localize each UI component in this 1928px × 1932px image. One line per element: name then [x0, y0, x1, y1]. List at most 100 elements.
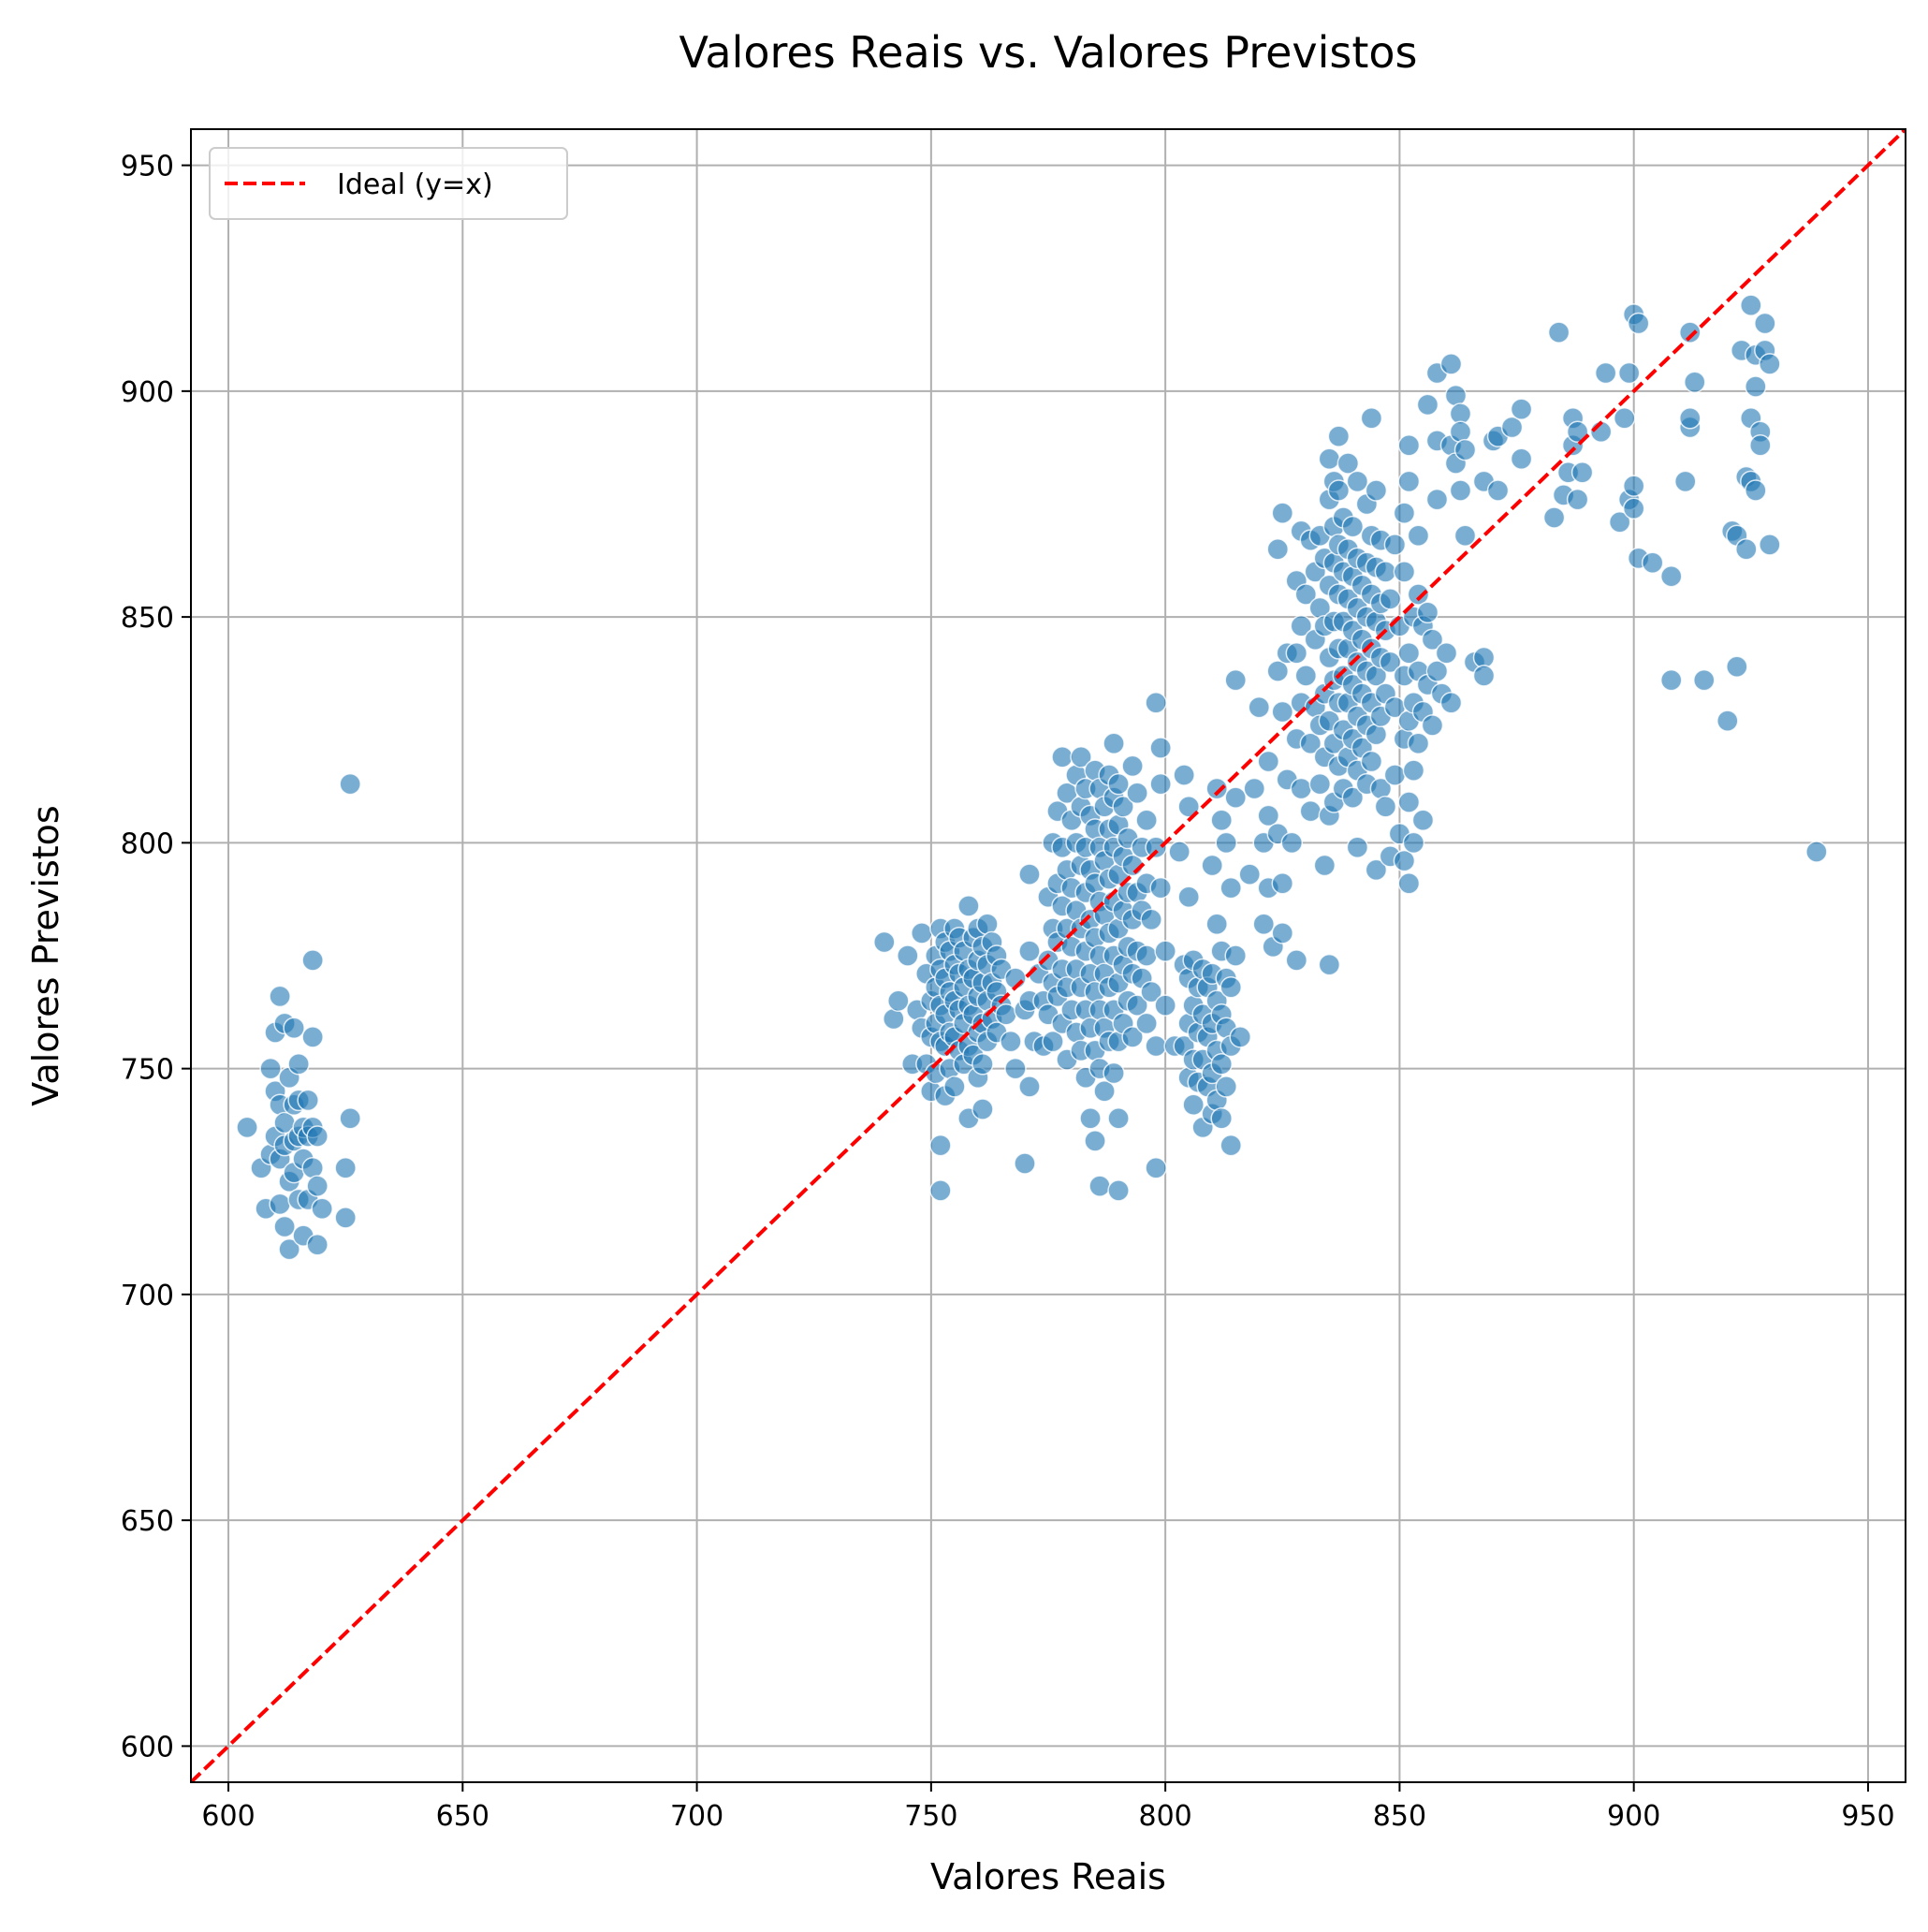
x-tick-label: 700 — [670, 1800, 723, 1833]
data-point — [1397, 434, 1421, 457]
data-point — [1103, 732, 1125, 754]
data-point — [1079, 1106, 1102, 1130]
data-point — [1018, 940, 1041, 962]
data-point — [1215, 1076, 1237, 1098]
data-point — [1154, 994, 1176, 1017]
data-point — [1257, 750, 1280, 773]
data-point — [1135, 1012, 1158, 1035]
data-point — [1726, 655, 1748, 678]
data-point — [1243, 777, 1265, 800]
data-point — [1290, 777, 1313, 800]
data-point — [1740, 294, 1762, 316]
data-point — [1248, 695, 1270, 719]
data-point — [1318, 953, 1341, 976]
data-point — [259, 1057, 282, 1080]
data-point — [1336, 452, 1360, 475]
data-point — [283, 1017, 305, 1039]
data-point — [1294, 665, 1318, 687]
data-point — [929, 1179, 952, 1202]
data-point — [1224, 668, 1247, 692]
data-point — [1266, 537, 1290, 561]
legend: Ideal (y=x) — [209, 147, 568, 220]
data-point — [957, 895, 980, 917]
data-point — [1107, 1179, 1130, 1202]
data-point — [1411, 809, 1435, 831]
data-point — [1684, 371, 1706, 393]
data-point — [1379, 651, 1402, 674]
data-point — [1201, 854, 1223, 877]
x-tick-label: 600 — [201, 1800, 255, 1833]
data-point — [1402, 831, 1425, 855]
data-point — [1397, 791, 1421, 813]
data-point — [1318, 447, 1341, 470]
data-point — [1365, 723, 1388, 746]
data-point — [1088, 1175, 1111, 1197]
data-point — [1547, 321, 1570, 344]
data-point — [1140, 980, 1162, 1003]
data-point — [1735, 537, 1758, 561]
x-tick-label: 750 — [904, 1800, 957, 1833]
data-point — [1393, 849, 1416, 872]
data-point — [1182, 1093, 1205, 1116]
data-point — [1439, 353, 1463, 375]
data-point — [1121, 1026, 1144, 1048]
data-point — [1257, 804, 1280, 827]
y-tick-label: 800 — [121, 827, 174, 860]
data-point — [301, 1157, 324, 1179]
data-point — [1608, 511, 1631, 534]
data-point — [1510, 398, 1533, 420]
data-point — [1416, 601, 1439, 624]
data-point — [1365, 479, 1388, 502]
data-point — [297, 1089, 319, 1112]
x-tick-label: 650 — [436, 1800, 489, 1833]
data-point — [971, 1098, 994, 1120]
data-point — [1449, 420, 1472, 444]
data-point — [976, 913, 999, 935]
data-point — [887, 989, 910, 1013]
data-point — [1145, 836, 1167, 858]
data-point — [1716, 710, 1739, 732]
data-point — [1149, 772, 1172, 796]
x-axis-label: Valores Reais — [930, 1856, 1166, 1897]
data-point — [943, 1076, 966, 1098]
data-point — [1421, 714, 1444, 737]
y-tick-label: 600 — [121, 1731, 174, 1764]
data-point — [1121, 754, 1144, 778]
data-point — [1299, 732, 1322, 754]
data-point — [1177, 886, 1200, 909]
data-point — [1290, 615, 1313, 637]
data-point — [1210, 1053, 1233, 1076]
data-point — [1168, 841, 1190, 863]
data-point — [339, 1106, 361, 1130]
data-point — [1678, 407, 1702, 430]
axis-ticks: 600 650 700 750 800 850 900 950 600 650 700 750 800 8… — [121, 151, 1895, 1833]
data-point — [1224, 786, 1247, 809]
data-point — [1745, 479, 1767, 502]
data-point — [1154, 940, 1176, 962]
data-point — [1224, 944, 1247, 967]
data-point — [897, 944, 919, 967]
data-point — [1294, 583, 1318, 606]
y-tick-label: 950 — [121, 151, 174, 183]
data-point — [1327, 425, 1351, 447]
data-point — [1566, 420, 1589, 444]
data-point — [1393, 502, 1416, 524]
data-point — [1659, 564, 1683, 588]
data-point — [1542, 506, 1566, 529]
data-point — [1397, 872, 1421, 895]
data-point — [929, 1134, 952, 1157]
data-point — [334, 1207, 357, 1229]
data-point — [1379, 588, 1402, 610]
data-point — [273, 1215, 296, 1238]
data-point — [1285, 949, 1308, 972]
data-point — [995, 1003, 1017, 1026]
data-point — [1435, 641, 1458, 665]
x-tick-label: 800 — [1139, 1800, 1192, 1833]
ideal-line-layer — [191, 129, 1906, 1782]
data-point — [1594, 361, 1617, 385]
data-point — [1453, 524, 1477, 548]
y-tick-label: 650 — [121, 1505, 174, 1538]
data-point — [1112, 796, 1134, 818]
data-point — [1229, 1026, 1251, 1048]
